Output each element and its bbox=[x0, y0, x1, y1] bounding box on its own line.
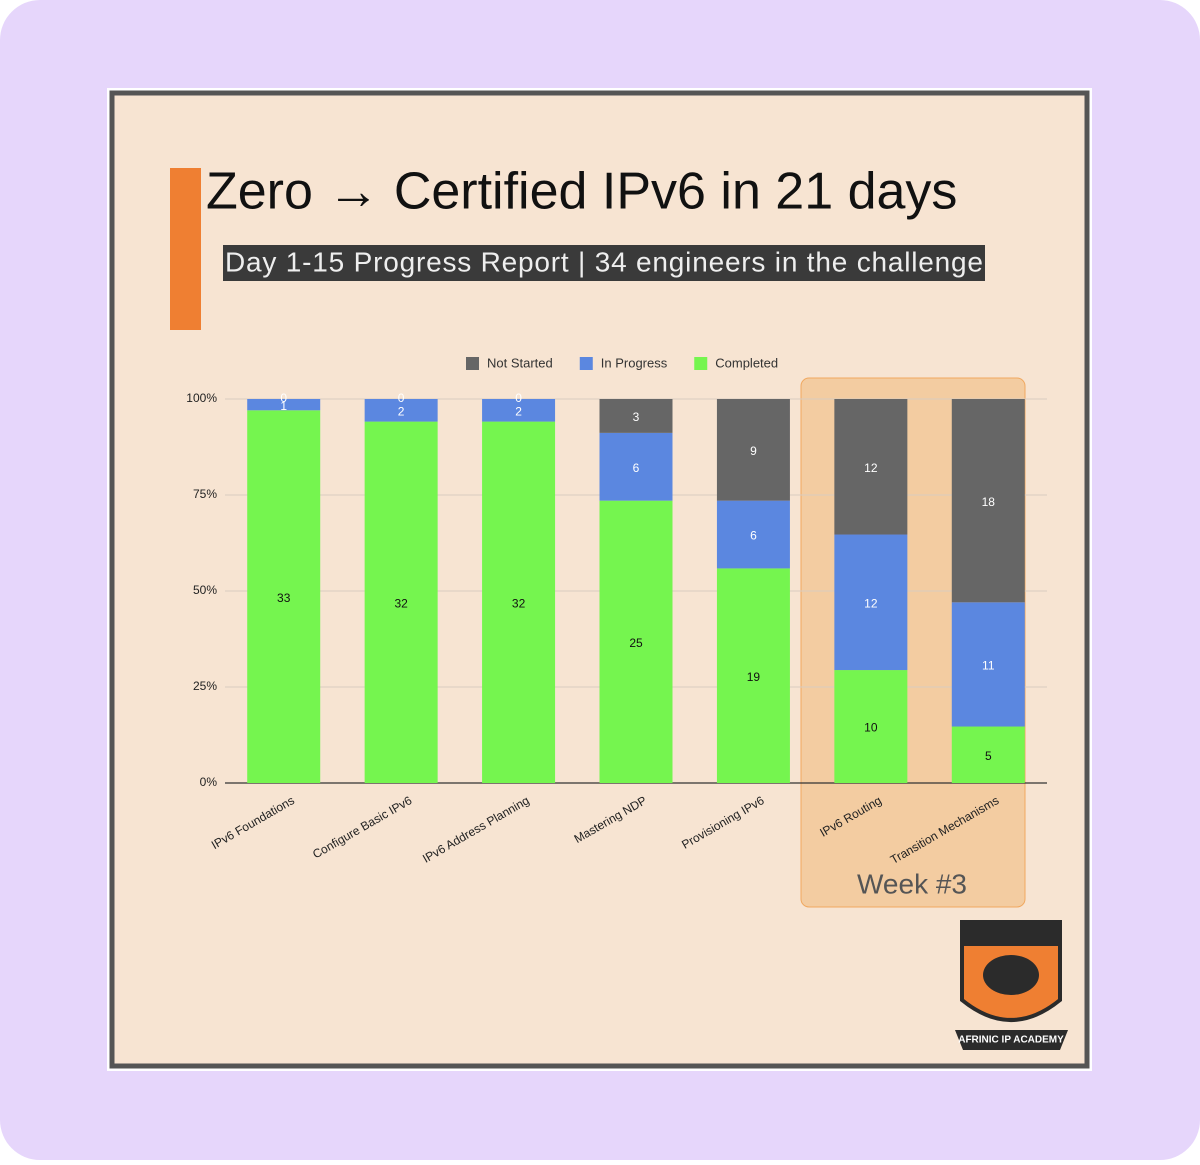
y-tick-label: 100% bbox=[186, 391, 217, 405]
data-label: 25 bbox=[629, 636, 643, 650]
data-label: 19 bbox=[747, 670, 761, 684]
data-label: 18 bbox=[982, 495, 996, 509]
y-tick-label: 0% bbox=[200, 775, 218, 789]
bar-segment bbox=[599, 399, 673, 433]
y-tick-label: 25% bbox=[193, 679, 217, 693]
data-label: 12 bbox=[864, 461, 878, 475]
legend-swatch bbox=[579, 357, 593, 370]
y-tick-label: 50% bbox=[193, 583, 217, 597]
bar-segment bbox=[247, 410, 321, 783]
logo-banner bbox=[955, 1030, 1068, 1050]
logo-elephant bbox=[983, 955, 1039, 995]
bar-segment bbox=[951, 726, 1025, 783]
bar-segment bbox=[482, 399, 556, 422]
logo: AFRINIC IP ACADEMY bbox=[955, 920, 1068, 1050]
bar-segment bbox=[716, 399, 790, 501]
legend-label: Not Started bbox=[487, 355, 553, 370]
logo-header bbox=[960, 920, 1062, 944]
chart-subtitle: Day 1-15 Progress Report | 34 engineers … bbox=[225, 246, 983, 277]
bar-segment bbox=[599, 432, 673, 501]
bar-segment bbox=[834, 534, 908, 671]
legend-label: In Progress bbox=[601, 355, 668, 370]
data-label: 33 bbox=[277, 591, 291, 605]
bar-segment bbox=[247, 399, 321, 411]
data-label: 10 bbox=[864, 721, 878, 735]
data-label: 0 bbox=[280, 391, 287, 405]
bar-segment bbox=[599, 500, 673, 783]
legend-swatch bbox=[466, 357, 479, 370]
data-label: 1 bbox=[280, 399, 287, 413]
data-label: 9 bbox=[750, 444, 757, 458]
bar-segment bbox=[482, 421, 556, 783]
data-label: 2 bbox=[398, 404, 405, 418]
bar-segment bbox=[716, 500, 790, 569]
chart-title: Zero → Certified IPv6 in 21 days bbox=[206, 163, 957, 221]
data-label: 6 bbox=[750, 529, 757, 543]
annotation: Week #3 bbox=[857, 868, 967, 899]
y-tick-label: 75% bbox=[193, 487, 217, 501]
bar-segment bbox=[834, 399, 908, 535]
bar-segment bbox=[834, 670, 908, 783]
bar-segment bbox=[951, 602, 1025, 727]
accent-bar bbox=[170, 168, 201, 330]
data-label: 6 bbox=[633, 461, 640, 475]
data-label: 2 bbox=[515, 404, 522, 418]
logo-text: AFRINIC IP ACADEMY bbox=[958, 1035, 1064, 1046]
legend-swatch bbox=[694, 357, 708, 370]
data-label: 5 bbox=[985, 749, 992, 763]
bar-segment bbox=[716, 568, 790, 783]
bar-segment bbox=[951, 399, 1025, 603]
bar-segment bbox=[364, 421, 438, 783]
data-label: 0 bbox=[515, 391, 522, 405]
data-label: 32 bbox=[512, 596, 526, 610]
data-label: 12 bbox=[864, 596, 878, 610]
bar-segment bbox=[364, 399, 438, 422]
data-label: 32 bbox=[394, 596, 408, 610]
data-label: 0 bbox=[398, 391, 405, 405]
subtitle-bg bbox=[223, 245, 985, 281]
legend-label: Completed bbox=[715, 355, 778, 370]
data-label: 11 bbox=[982, 659, 995, 673]
data-label: 3 bbox=[633, 410, 640, 424]
